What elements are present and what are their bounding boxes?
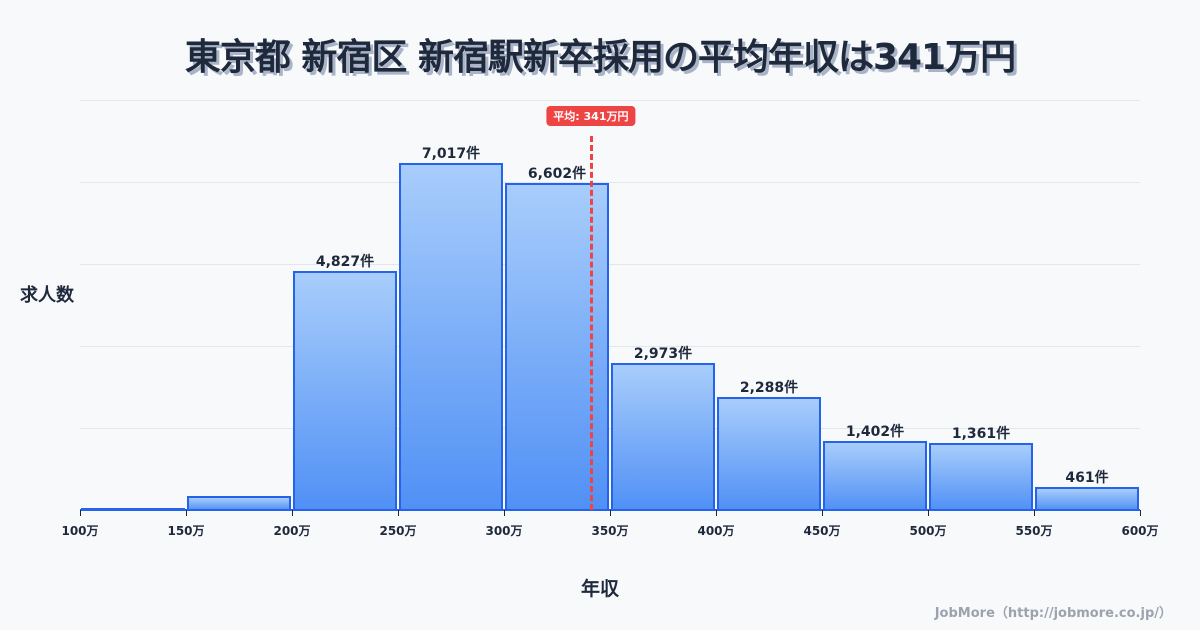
x-tick-label: 250万 (379, 524, 417, 538)
bar-value-label: 461件 (1065, 470, 1109, 487)
x-tick-label: 150万 (167, 524, 205, 538)
x-tick-label: 400万 (697, 524, 735, 538)
credit-text: JobMore（http://jobmore.co.jp/） (934, 606, 1172, 621)
x-tick (716, 510, 717, 516)
histogram-bar (293, 270, 397, 510)
histogram-bar (823, 440, 927, 510)
histogram-bar (611, 362, 715, 510)
x-tick-label: 500万 (909, 524, 947, 538)
x-tick-label: 350万 (591, 524, 629, 538)
histogram-bar (1035, 487, 1139, 510)
average-line (589, 136, 593, 510)
gridline (80, 346, 1140, 347)
x-tick (504, 510, 505, 516)
x-axis-label: 年収 (580, 578, 619, 600)
histogram-bar (929, 442, 1033, 510)
x-tick (610, 510, 611, 516)
x-tick (398, 510, 399, 516)
bar-value-label: 2,288件 (739, 379, 799, 396)
x-tick (928, 510, 929, 516)
x-tick-label: 100万 (61, 524, 99, 538)
y-axis-label: 求人数 (20, 285, 74, 306)
histogram-bar (187, 496, 291, 510)
bar-value-label: 1,361件 (951, 425, 1011, 442)
histogram-plot: 4,827件 7,017件 6,602件 2,973件 2,288件 1,402件 1,36… (61, 100, 1159, 538)
x-tick (1140, 510, 1141, 516)
histogram-bar (717, 396, 821, 510)
bar-value-label: 2,973件 (633, 345, 693, 362)
x-tick-label: 550万 (1015, 524, 1053, 538)
bar-value-label: 6,602件 (527, 166, 587, 183)
gridline (80, 182, 1140, 183)
bar-value-label: 1,402件 (845, 423, 905, 440)
gridline (80, 264, 1140, 265)
chart-title: 東京都 新宿区 新宿駅新卒採用の平均年収は341万円 (184, 37, 1016, 78)
bar-value-label: 4,827件 (315, 253, 375, 270)
x-tick (186, 510, 187, 516)
average-badge: 平均: 341万円 (546, 106, 636, 126)
x-tick-label: 600万 (1121, 524, 1159, 538)
bar-value-label: 7,017件 (421, 145, 481, 162)
gridline (80, 100, 1140, 101)
x-tick-label: 200万 (273, 524, 311, 538)
x-tick-label: 300万 (485, 524, 523, 538)
histogram-bar (399, 162, 503, 510)
x-tick (292, 510, 293, 516)
x-tick-label: 450万 (803, 524, 841, 538)
gridline (80, 428, 1140, 429)
x-tick (1034, 510, 1035, 516)
x-tick (80, 510, 81, 516)
x-tick (822, 510, 823, 516)
